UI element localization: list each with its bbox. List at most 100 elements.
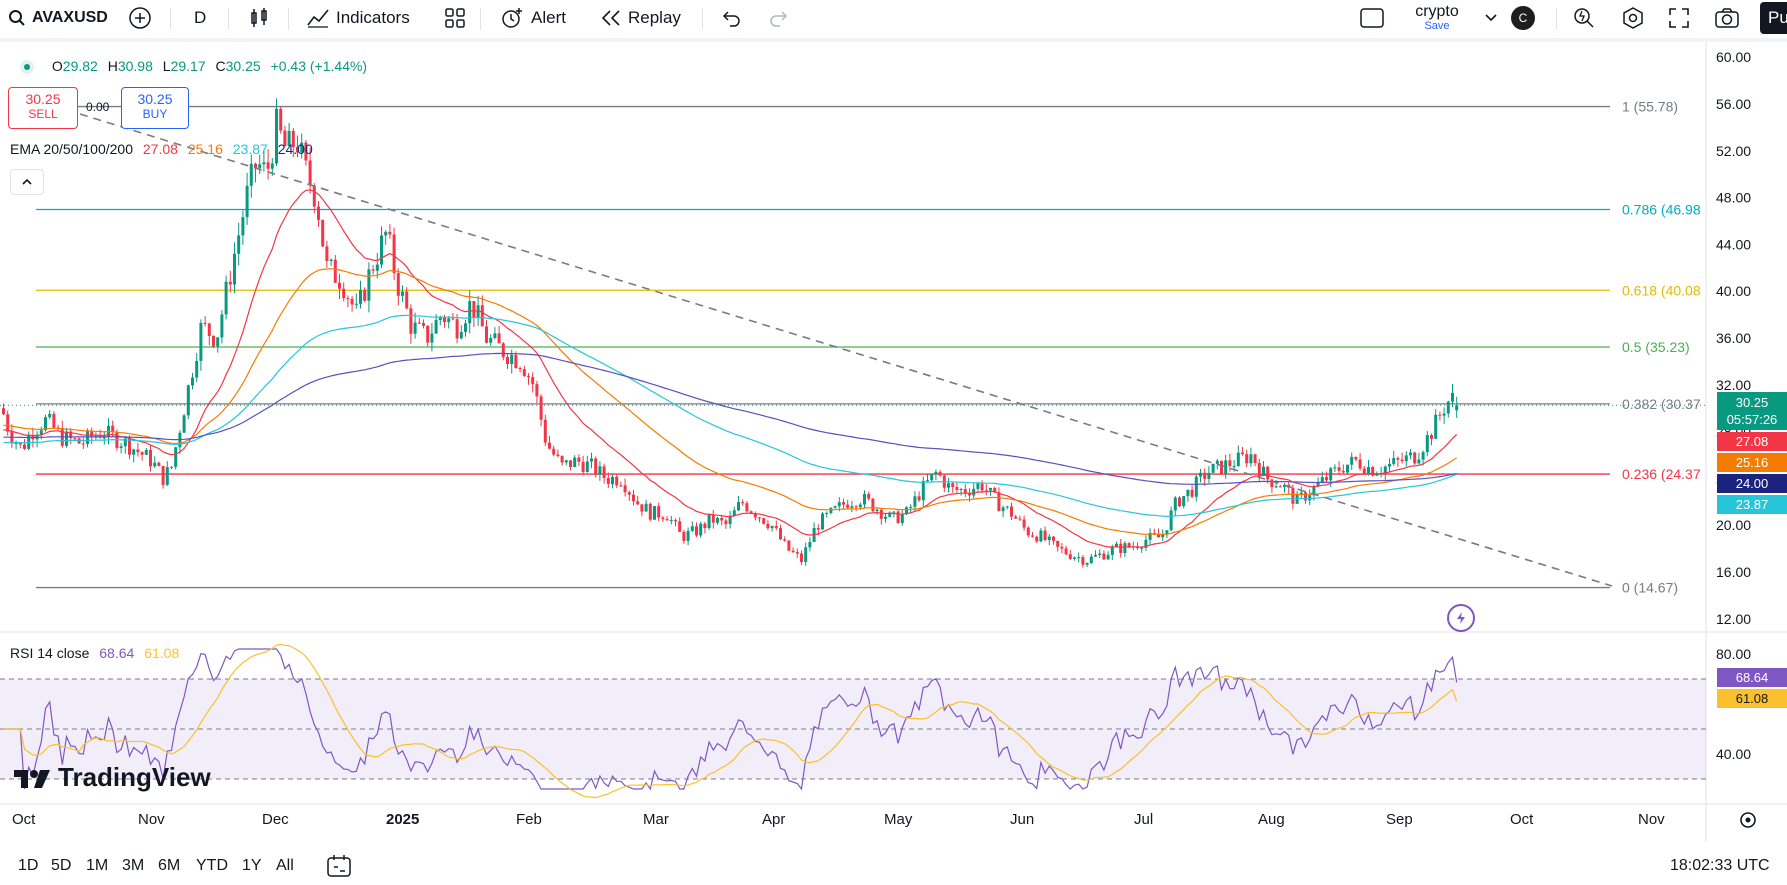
date-range-button[interactable] bbox=[326, 846, 352, 885]
candle-body bbox=[1266, 466, 1270, 480]
descending-trendline[interactable] bbox=[79, 113, 1613, 587]
range-all-button[interactable]: All bbox=[276, 856, 294, 874]
range-5d-button[interactable]: 5D bbox=[51, 856, 72, 874]
time-tick-label: Dec bbox=[262, 811, 289, 828]
candle-body bbox=[1375, 473, 1379, 476]
range-1d-button[interactable]: 1D bbox=[18, 856, 39, 874]
symbol-search[interactable]: AVAXUSD bbox=[8, 0, 108, 36]
candle-body bbox=[615, 476, 619, 486]
layout-menu-button[interactable] bbox=[1484, 0, 1498, 36]
layout-save-button[interactable]: crypto Save bbox=[1408, 0, 1466, 36]
gear-icon[interactable] bbox=[1740, 812, 1756, 828]
price-tick-label: 40.00 bbox=[1716, 283, 1751, 299]
candle-body bbox=[842, 502, 845, 505]
candle-body bbox=[690, 526, 694, 531]
candle-body bbox=[18, 442, 22, 445]
clock-time[interactable]: 18:02:33 UTC bbox=[1670, 846, 1770, 885]
candle-body bbox=[1010, 506, 1013, 517]
fibonacci-retracement[interactable]: 1 (55.78) 0.786 (46.98 0.618 (40.08 0.5 (35… bbox=[0, 99, 1706, 596]
candle-body bbox=[829, 507, 833, 514]
candle-body bbox=[14, 442, 18, 444]
candle-body bbox=[237, 235, 241, 254]
candle-body bbox=[1199, 472, 1202, 477]
profile-button[interactable]: C bbox=[1511, 0, 1535, 36]
candle-body bbox=[1425, 435, 1429, 453]
search-icon bbox=[9, 10, 25, 26]
candle-body bbox=[535, 384, 539, 397]
price-chart[interactable]: 80.00 40.00 1 (55.78) 0.786 (46.98 0.618 (4… bbox=[0, 42, 1787, 842]
candle-body bbox=[111, 425, 115, 433]
candle-body bbox=[758, 517, 761, 519]
candle-body bbox=[396, 273, 400, 296]
candle-body bbox=[1110, 547, 1114, 555]
chart-type-button[interactable] bbox=[248, 0, 270, 36]
candle-body bbox=[724, 520, 728, 525]
candle-body bbox=[1383, 466, 1387, 474]
market-status-dot[interactable] bbox=[20, 60, 34, 75]
candle-body bbox=[506, 356, 509, 365]
candle-body bbox=[682, 531, 686, 541]
toolbar-bottom-border bbox=[0, 38, 1787, 42]
flash-button[interactable] bbox=[1447, 604, 1475, 632]
candle-body bbox=[976, 483, 980, 489]
trend-line[interactable] bbox=[79, 113, 1613, 587]
publish-button[interactable]: Pu bbox=[1760, 2, 1787, 34]
candle-body bbox=[741, 502, 745, 504]
templates-button[interactable] bbox=[444, 0, 466, 36]
candle-body bbox=[779, 528, 782, 540]
settings-button[interactable] bbox=[1621, 0, 1645, 36]
layout-icon bbox=[1360, 8, 1384, 28]
candle-body bbox=[405, 291, 409, 309]
alert-button[interactable]: Alert bbox=[499, 0, 566, 36]
range-6m-button[interactable]: 6M bbox=[158, 856, 181, 874]
redo-button[interactable] bbox=[768, 0, 790, 36]
candle-body bbox=[65, 431, 68, 446]
candle-body bbox=[699, 523, 703, 536]
candle-body bbox=[577, 457, 581, 462]
sell-button[interactable]: 30.25 SELL bbox=[8, 87, 78, 129]
replay-button[interactable]: Replay bbox=[600, 0, 681, 36]
range-1y-button[interactable]: 1Y bbox=[242, 856, 262, 874]
collapse-legend-button[interactable] bbox=[10, 169, 44, 195]
candle-body bbox=[140, 452, 144, 455]
candle-body bbox=[720, 517, 724, 521]
snapshot-button[interactable] bbox=[1714, 0, 1740, 36]
price-axis[interactable]: 60.00 56.00 52.00 48.00 44.00 40.00 36.00 32.00… bbox=[1716, 49, 1751, 627]
ema-legend[interactable]: EMA 20/50/100/200 27.08 25.16 23.87 24.0… bbox=[10, 141, 313, 157]
candle-body bbox=[787, 540, 791, 551]
candle-body bbox=[1144, 539, 1148, 548]
candle-body bbox=[1043, 530, 1047, 541]
candle-body bbox=[1400, 459, 1404, 462]
ema200-price-tag: 24.00 bbox=[1717, 474, 1787, 493]
candle-body bbox=[972, 488, 976, 496]
candle-body bbox=[884, 516, 887, 519]
candle-body bbox=[665, 519, 669, 521]
buy-button[interactable]: 30.25 BUY bbox=[121, 87, 189, 129]
candle-body bbox=[783, 539, 787, 541]
candle-body bbox=[81, 443, 85, 445]
interval-button[interactable]: D bbox=[194, 0, 206, 36]
range-1m-button[interactable]: 1M bbox=[86, 856, 109, 874]
candle-body bbox=[636, 501, 640, 505]
candle-body bbox=[816, 527, 820, 530]
fullscreen-button[interactable] bbox=[1668, 0, 1690, 36]
candle-body bbox=[161, 465, 165, 485]
ema-lines bbox=[3, 189, 1458, 548]
indicators-button[interactable]: Indicators bbox=[306, 0, 410, 36]
candle-body bbox=[1215, 460, 1219, 464]
quick-search-button[interactable] bbox=[1572, 0, 1596, 36]
chevron-down-icon bbox=[1485, 14, 1497, 22]
undo-button[interactable] bbox=[720, 0, 742, 36]
rsi-legend[interactable]: RSI 14 close 68.64 61.08 bbox=[10, 645, 179, 661]
compare-button[interactable] bbox=[128, 0, 152, 36]
rsi-ma-value: 61.08 bbox=[144, 645, 180, 661]
close-label: C bbox=[215, 58, 226, 74]
rsi-tag-value: 68.64 bbox=[1735, 670, 1769, 685]
time-axis[interactable]: Oct Nov Dec 2025 Feb Mar Apr May Jun Jul Aug Sep Oct… bbox=[12, 811, 1756, 828]
range-3m-button[interactable]: 3M bbox=[122, 856, 145, 874]
layout-select-button[interactable] bbox=[1359, 0, 1385, 36]
time-tick-label: Oct bbox=[12, 811, 36, 828]
range-ytd-button[interactable]: YTD bbox=[196, 856, 228, 874]
candle-body bbox=[1182, 496, 1186, 507]
candle-body bbox=[1446, 401, 1450, 414]
